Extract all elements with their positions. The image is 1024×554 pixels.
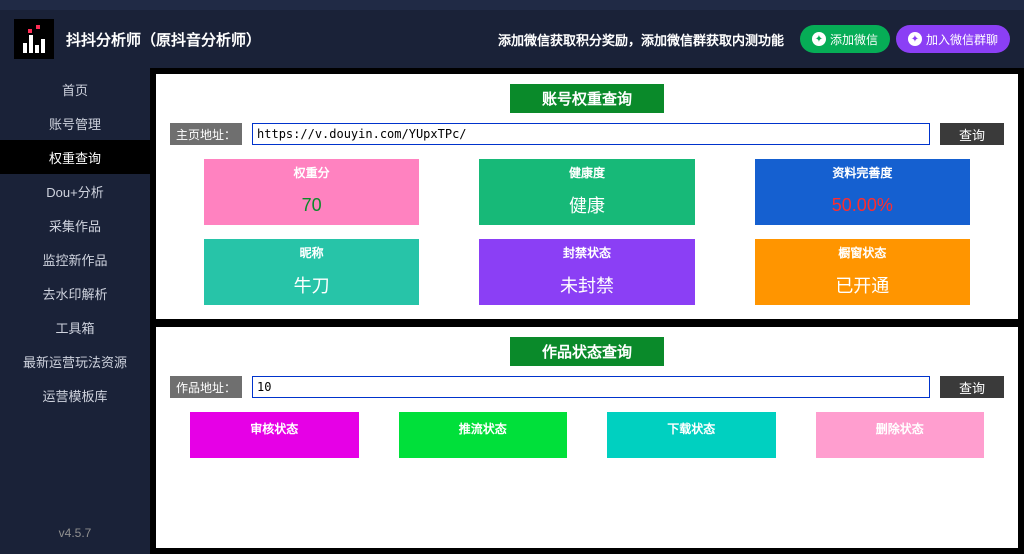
p1r2-card-0-value: 牛刀 [204, 265, 419, 305]
homepage-url-label: 主页地址： [170, 123, 242, 145]
p1r1-card-1-label: 健康度 [479, 159, 694, 185]
account-weight-panel: 账号权重查询 主页地址： 查询 权重分70健康度健康资料完善度50.00% 昵称… [156, 74, 1018, 319]
sidebar-item-2[interactable]: 权重查询 [0, 140, 150, 174]
p1r1-card-2: 资料完善度50.00% [755, 159, 970, 225]
p2r-card-0: 审核状态 [190, 412, 359, 458]
window-titlebar [0, 0, 1024, 10]
p1r2-card-0-label: 昵称 [204, 239, 419, 265]
p1r1-card-2-value: 50.00% [755, 185, 970, 225]
sidebar-item-3[interactable]: Dou+分析 [0, 174, 150, 208]
main-content: 账号权重查询 主页地址： 查询 权重分70健康度健康资料完善度50.00% 昵称… [150, 68, 1024, 554]
sidebar: 首页账号管理权重查询Dou+分析采集作品监控新作品去水印解析工具箱最新运营玩法资… [0, 68, 150, 554]
add-wechat-label: 添加微信 [830, 31, 878, 48]
p1r2-card-2-value: 已开通 [755, 265, 970, 305]
sidebar-item-9[interactable]: 运营模板库 [0, 378, 150, 412]
work-status-title: 作品状态查询 [510, 337, 664, 366]
sidebar-item-4[interactable]: 采集作品 [0, 208, 150, 242]
app-title: 抖抖分析师（原抖音分析师） [66, 29, 261, 50]
sidebar-item-7[interactable]: 工具箱 [0, 310, 150, 344]
p1r1-card-0-value: 70 [204, 185, 419, 225]
p1r2-card-0: 昵称牛刀 [204, 239, 419, 305]
app-logo [14, 19, 54, 59]
app-version: v4.5.7 [0, 512, 150, 554]
join-wechat-group-label: 加入微信群聊 [926, 31, 998, 48]
p1r2-card-1-value: 未封禁 [479, 265, 694, 305]
p1r2-card-1-label: 封禁状态 [479, 239, 694, 265]
account-weight-title: 账号权重查询 [510, 84, 664, 113]
sidebar-item-8[interactable]: 最新运营玩法资源 [0, 344, 150, 378]
p1r2-card-2-label: 橱窗状态 [755, 239, 970, 265]
p1r1-card-0-label: 权重分 [204, 159, 419, 185]
p1r2-card-1: 封禁状态未封禁 [479, 239, 694, 305]
p1r2-card-2: 橱窗状态已开通 [755, 239, 970, 305]
p2r-card-2: 下载状态 [607, 412, 776, 458]
sidebar-item-0[interactable]: 首页 [0, 72, 150, 106]
work-url-label: 作品地址： [170, 376, 242, 398]
work-status-panel: 作品状态查询 作品地址： 查询 审核状态推流状态下载状态删除状态 [156, 327, 1018, 548]
sidebar-item-5[interactable]: 监控新作品 [0, 242, 150, 276]
join-wechat-group-button[interactable]: ✦ 加入微信群聊 [896, 25, 1010, 53]
account-query-button[interactable]: 查询 [940, 123, 1004, 145]
homepage-url-input[interactable] [252, 123, 930, 145]
promo-text: 添加微信获取积分奖励，添加微信群获取内测功能 [498, 30, 784, 49]
sidebar-item-1[interactable]: 账号管理 [0, 106, 150, 140]
work-query-button[interactable]: 查询 [940, 376, 1004, 398]
p1r1-card-0: 权重分70 [204, 159, 419, 225]
work-url-input[interactable] [252, 376, 930, 398]
sidebar-item-6[interactable]: 去水印解析 [0, 276, 150, 310]
app-header: 抖抖分析师（原抖音分析师） 添加微信获取积分奖励，添加微信群获取内测功能 ✦ 添… [0, 10, 1024, 68]
add-wechat-button[interactable]: ✦ 添加微信 [800, 25, 890, 53]
p2r-card-1: 推流状态 [399, 412, 568, 458]
p1r1-card-2-label: 资料完善度 [755, 159, 970, 185]
p1r1-card-1: 健康度健康 [479, 159, 694, 225]
wechat-group-icon: ✦ [908, 32, 922, 46]
wechat-icon: ✦ [812, 32, 826, 46]
p2r-card-3: 删除状态 [816, 412, 985, 458]
p1r1-card-1-value: 健康 [479, 185, 694, 225]
